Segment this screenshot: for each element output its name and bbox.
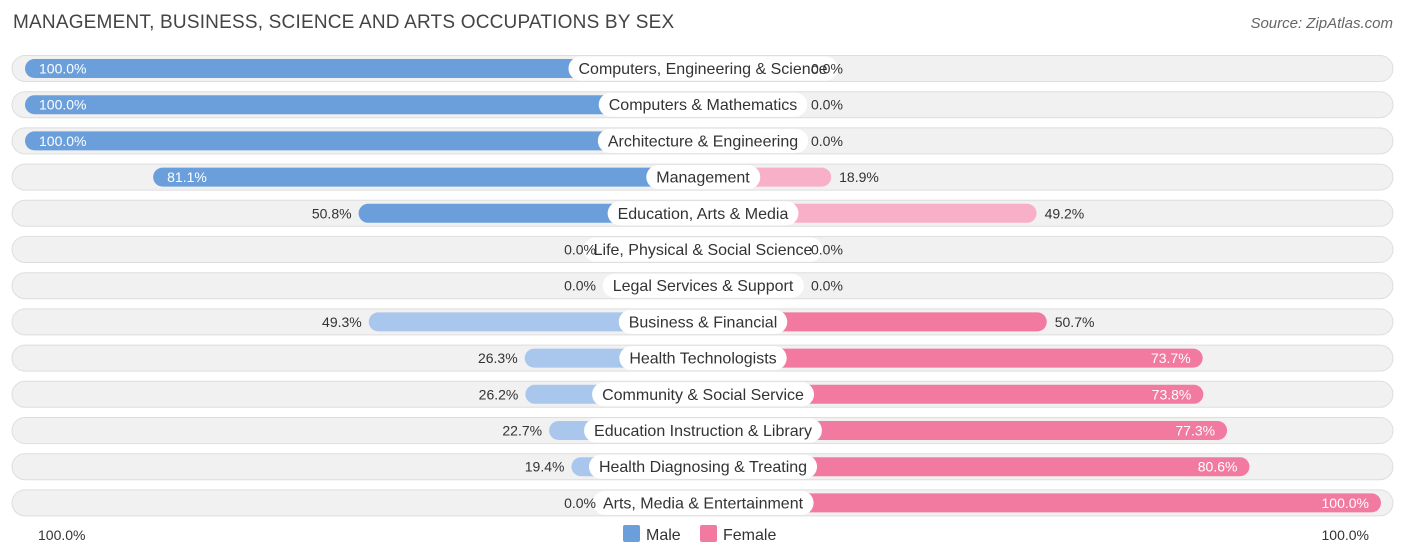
male-value-label: 0.0%: [564, 242, 596, 258]
male-value-label: 100.0%: [39, 97, 86, 113]
chart-row: Health Technologists 26.3% 73.7%: [11, 344, 1394, 372]
male-value-label: 100.0%: [39, 133, 86, 149]
male-value-label: 19.4%: [525, 459, 565, 475]
category-label-pill: [618, 309, 788, 334]
male-bar: [153, 167, 704, 187]
legend: Male Female: [623, 525, 776, 544]
male-value-label: 81.1%: [167, 169, 207, 185]
axis-left-label: 100.0%: [38, 527, 85, 543]
category-label-pill: [584, 418, 822, 443]
male-value-label: 50.8%: [312, 205, 352, 221]
category-label: Legal Services & Support: [613, 278, 794, 295]
chart-row: Business & Financial 49.3% 50.7%: [11, 308, 1394, 336]
male-bar: [25, 59, 703, 78]
chart-row: Computers, Engineering & Science 100.0% 0.…: [11, 55, 1394, 82]
chart-row: Arts, Media & Entertainment 0.0% 100.0%: [11, 489, 1394, 517]
category-label-pill: [592, 382, 815, 407]
male-value-label: 26.3%: [478, 350, 518, 366]
female-value-label: 49.2%: [1045, 205, 1085, 221]
female-value-label: 0.0%: [811, 133, 843, 149]
chart-row: Management 81.1% 18.9%: [11, 163, 1394, 191]
female-value-label: 73.7%: [1151, 350, 1191, 366]
category-label: Education Instruction & Library: [594, 423, 812, 440]
male-value-label: 0.0%: [564, 495, 596, 511]
chart-row: Community & Social Service 26.2% 73.8%: [11, 380, 1394, 408]
chart-row: Education, Arts & Media 50.8% 49.2%: [11, 199, 1394, 227]
chart-row: Architecture & Engineering 100.0% 0.0%: [11, 127, 1394, 155]
female-value-label: 100.0%: [1322, 495, 1369, 511]
female-value-label: 0.0%: [811, 278, 843, 294]
male-value-label: 100.0%: [39, 61, 86, 77]
category-label-pill: [619, 346, 787, 371]
category-label-pill: [588, 454, 818, 479]
chart-source: Source: ZipAtlas.com: [1250, 15, 1393, 32]
female-value-label: 0.0%: [811, 61, 843, 77]
category-label: Health Diagnosing & Treating: [599, 459, 807, 476]
category-label-pill: [568, 56, 838, 81]
category-label: Education, Arts & Media: [618, 206, 789, 223]
female-value-label: 0.0%: [811, 242, 843, 258]
category-label: Community & Social Service: [602, 387, 804, 404]
female-value-label: 0.0%: [811, 97, 843, 113]
category-label: Business & Financial: [629, 314, 778, 331]
category-label: Health Technologists: [629, 351, 776, 368]
category-label: Architecture & Engineering: [608, 133, 798, 150]
legend-male-label: Male: [646, 527, 681, 544]
category-label: Computers, Engineering & Science: [578, 61, 827, 78]
category-label: Management: [656, 170, 750, 187]
male-bar: [25, 95, 703, 115]
category-label-pill: [597, 128, 809, 153]
category-label-pill: [583, 237, 823, 262]
chart-title: MANAGEMENT, BUSINESS, SCIENCE AND ARTS O…: [13, 12, 675, 33]
chart-row: Education Instruction & Library 22.7% 77.3…: [11, 417, 1394, 444]
legend-male-swatch: [623, 525, 640, 542]
legend-female-label: Female: [723, 527, 776, 544]
female-bar: [703, 421, 1228, 440]
female-value-label: 50.7%: [1055, 314, 1095, 330]
female-bar: [703, 348, 1203, 368]
chart-row: Health Diagnosing & Treating 19.4% 80.6%: [11, 453, 1394, 481]
legend-female-swatch: [700, 525, 717, 542]
category-label-pill: [598, 92, 808, 117]
female-value-label: 73.8%: [1152, 386, 1192, 402]
chart-row: Legal Services & Support 0.0% 0.0%: [11, 272, 1394, 300]
male-bar: [25, 131, 703, 151]
female-bar: [703, 457, 1250, 477]
chart-row: Computers & Mathematics 100.0% 0.0%: [11, 91, 1394, 119]
category-label-pill: [602, 273, 804, 298]
category-label: Computers & Mathematics: [609, 97, 798, 114]
female-bar: [703, 312, 1047, 332]
male-value-label: 49.3%: [322, 314, 362, 330]
male-value-label: 0.0%: [564, 278, 596, 294]
female-value-label: 77.3%: [1175, 423, 1215, 439]
female-bar: [703, 493, 1381, 513]
category-label-pill: [646, 165, 761, 190]
axis-right-label: 100.0%: [1322, 527, 1369, 543]
male-value-label: 26.2%: [479, 386, 519, 402]
category-label-pill: [607, 201, 799, 226]
category-label: Arts, Media & Entertainment: [603, 495, 804, 512]
category-label: Life, Physical & Social Science: [594, 242, 813, 259]
male-bar: [368, 312, 703, 332]
male-value-label: 22.7%: [502, 423, 542, 439]
category-label-pill: [592, 490, 814, 515]
female-value-label: 18.9%: [839, 169, 879, 185]
female-value-label: 80.6%: [1198, 459, 1238, 475]
female-bar: [703, 384, 1204, 404]
